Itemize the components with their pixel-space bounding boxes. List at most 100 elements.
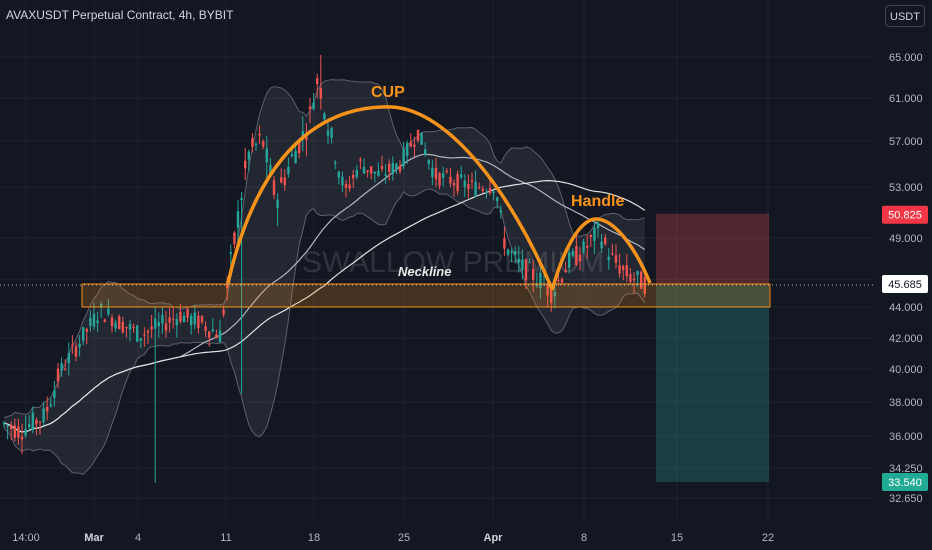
target-price-label-bg bbox=[882, 473, 928, 491]
candle-body bbox=[449, 176, 452, 184]
candle-body bbox=[481, 188, 484, 191]
candle-body bbox=[85, 328, 88, 332]
candle-body bbox=[64, 368, 67, 370]
candle-body bbox=[514, 251, 517, 255]
bollinger-bands bbox=[3, 79, 646, 475]
candle-body bbox=[596, 223, 600, 229]
candle-body bbox=[154, 318, 157, 329]
candle-body bbox=[427, 160, 430, 164]
candle-body bbox=[211, 329, 214, 332]
candle-body bbox=[272, 179, 276, 195]
candle-body bbox=[550, 288, 553, 303]
candle-body bbox=[312, 102, 315, 110]
candle-body bbox=[78, 343, 81, 348]
candle-body bbox=[175, 319, 178, 326]
time-tick-label: 14:00 bbox=[12, 532, 40, 544]
candle-body bbox=[290, 154, 294, 157]
price-tick-label: 42.000 bbox=[889, 333, 923, 345]
candle-body bbox=[56, 368, 60, 382]
candle-body bbox=[31, 412, 34, 431]
candle-body bbox=[362, 167, 366, 174]
candle-body bbox=[431, 167, 434, 178]
candle-body bbox=[341, 176, 344, 186]
candle-body bbox=[35, 419, 38, 425]
candle-body bbox=[463, 180, 466, 187]
candle-body bbox=[305, 136, 308, 141]
time-tick-label: 22 bbox=[762, 532, 774, 544]
candle-body bbox=[92, 313, 96, 327]
candle-body bbox=[146, 330, 150, 333]
candle-body bbox=[136, 325, 139, 342]
bollinger-fill bbox=[4, 79, 645, 475]
candle-body bbox=[233, 232, 236, 245]
neckline-zone[interactable] bbox=[81, 283, 771, 308]
candles bbox=[2, 54, 646, 483]
candle-body bbox=[611, 253, 614, 255]
candle-body bbox=[157, 322, 160, 327]
candle-body bbox=[452, 182, 456, 186]
handle-label: Handle bbox=[571, 193, 624, 210]
candle-body bbox=[222, 309, 225, 315]
candle-body bbox=[182, 315, 186, 323]
price-tick-label: 53.000 bbox=[889, 182, 923, 194]
cup-label: CUP bbox=[371, 84, 405, 101]
candle-body bbox=[269, 165, 272, 176]
candle-body bbox=[143, 334, 146, 336]
candle-body bbox=[413, 144, 416, 147]
candle-body bbox=[632, 278, 636, 281]
candle-body bbox=[521, 259, 524, 270]
current-price-label-bg bbox=[882, 275, 928, 293]
candle-body bbox=[49, 404, 52, 407]
risk-reward-zones bbox=[656, 213, 769, 482]
price-tick-label: 34.250 bbox=[889, 463, 923, 475]
candle-body bbox=[132, 326, 135, 329]
candle-body bbox=[118, 316, 121, 330]
candle-body bbox=[258, 133, 261, 136]
currency-button[interactable]: USDT bbox=[885, 5, 925, 27]
candle-body bbox=[438, 173, 441, 186]
candle-body bbox=[82, 327, 85, 341]
candle-body bbox=[161, 314, 164, 324]
candle-body bbox=[164, 323, 168, 331]
candle-body bbox=[488, 188, 492, 193]
cup-curve bbox=[226, 105, 554, 290]
candle-body bbox=[492, 191, 495, 194]
candle-body bbox=[2, 422, 6, 425]
candle-body bbox=[560, 278, 564, 283]
price-tick-label: 36.000 bbox=[889, 431, 923, 443]
candle-body bbox=[406, 143, 409, 156]
pattern-curves bbox=[226, 105, 652, 291]
candle-body bbox=[604, 237, 607, 244]
price-tick-label: 32.650 bbox=[889, 493, 923, 505]
candle-body bbox=[38, 421, 42, 423]
candle-body bbox=[107, 308, 110, 315]
candle-body bbox=[334, 162, 337, 164]
candle-body bbox=[344, 183, 348, 188]
candle-body bbox=[276, 199, 279, 209]
current-price-label: 45.685 bbox=[888, 279, 922, 291]
candle-body bbox=[208, 331, 211, 338]
candle-body bbox=[557, 280, 560, 282]
candle-body bbox=[168, 317, 171, 323]
price-tick-label: 44.000 bbox=[889, 302, 923, 314]
candle-body bbox=[575, 246, 578, 266]
moving-averages bbox=[3, 153, 646, 433]
candle-body bbox=[103, 319, 106, 323]
candle-body bbox=[564, 269, 567, 273]
candle-body bbox=[420, 132, 423, 145]
candle-body bbox=[20, 436, 24, 440]
candle-body bbox=[600, 241, 603, 249]
time-axis: 14:00 Mar 4 11 18 25 Apr 8 15 22 bbox=[12, 532, 774, 544]
candle-body bbox=[200, 316, 204, 323]
candle-body bbox=[424, 149, 427, 156]
candle-body bbox=[13, 425, 16, 438]
candle-body bbox=[179, 311, 182, 322]
candle-body bbox=[622, 266, 625, 270]
candle-body bbox=[524, 259, 528, 281]
candle-body bbox=[10, 425, 13, 430]
candle-body bbox=[629, 274, 632, 282]
candle-body bbox=[478, 187, 481, 189]
candle-body bbox=[571, 251, 574, 256]
candle-body bbox=[71, 344, 74, 346]
